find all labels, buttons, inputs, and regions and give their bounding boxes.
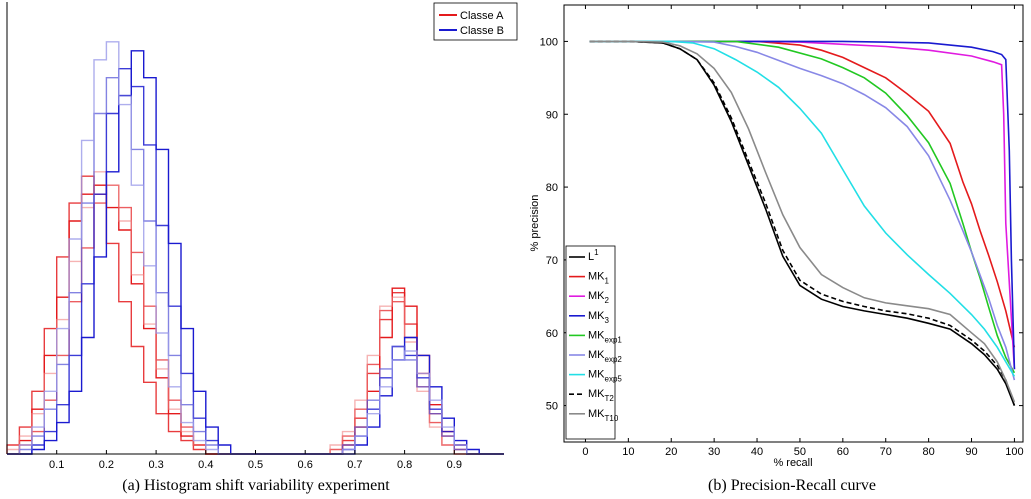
pr-legend-label: MK3 [588,310,610,325]
histogram-tick-label: 0.9 [447,459,462,471]
pr-legend-label-main: MK [588,349,605,361]
pr-legend-label-sub: 2 [605,296,610,305]
precision-recall-chart: 0 10 20 30 40 50 60 70 80 90 100 50 60 70 80 90 100 % re… [529,4,1024,494]
pr-legend-label-sub: exp2 [605,355,623,364]
histogram-tick-label: 0.2 [99,459,114,471]
pr-legend-label-sub: 3 [605,316,610,325]
pr-series-4 [589,40,1016,370]
histogram-chart: 0.1 0.2 0.3 0.4 0.5 0.6 0.7 0.8 0.9 Classe A Cla… [6,2,518,494]
pr-legend-box [565,245,616,440]
legend-box [433,2,518,41]
legend-label-classe-a: Classe A [460,10,504,22]
pr-x-axis-label: % recall [773,457,812,469]
pr-legend-label: MK1 [588,271,610,286]
pr-x-tick-label: 30 [708,446,720,458]
pr-x-tick-label: 90 [965,446,977,458]
pr-legend-label-main: MK [588,290,605,302]
pr-axis-ticks: 0 10 20 30 40 50 60 70 80 90 100 50 60 70 80 90 100 [540,5,1024,458]
histogram-tick-label: 0.5 [248,459,263,471]
pr-y-tick-label: 80 [546,182,558,194]
pr-legend-label-sub: exp1 [605,335,623,344]
histogram-tick-label: 0.3 [148,459,163,471]
pr-plot-frame [563,4,1024,443]
histogram-series-5 [7,50,504,455]
histogram-legend: Classe A Classe B [433,2,518,41]
histogram-caption: (a) Histogram shift variability experime… [122,477,390,494]
pr-legend-label-main: MK [588,369,605,381]
pr-legend-label: MKT2 [588,388,614,403]
pr-legend-label: MK2 [588,290,610,305]
pr-caption: (b) Precision-Recall curve [708,477,876,494]
pr-legend-label-sub: 1 [605,277,610,286]
pr-x-tick-label: 80 [923,446,935,458]
pr-x-tick-label: 100 [1005,446,1023,458]
pr-series-9 [589,40,1016,403]
histogram-tick-label: 0.1 [49,459,64,471]
pr-y-tick-label: 60 [546,328,558,340]
pr-legend-label: MKexp2 [588,349,622,364]
histogram-tick-label: 0.8 [397,459,412,471]
pr-legend-label-main: MK [588,408,605,420]
pr-legend-label-sup: 1 [594,248,599,257]
pr-series-6 [589,40,1016,381]
pr-legend-label-main: MK [588,329,605,341]
histogram-tick-label: 0.6 [298,459,313,471]
pr-x-tick-label: 0 [582,446,588,458]
pr-x-tick-label: 10 [622,446,634,458]
pr-legend-label-sub: T2 [605,394,615,403]
pr-series-group [589,40,1016,406]
pr-legend-label: MKexp5 [588,369,622,384]
pr-y-tick-label: 100 [540,36,558,48]
pr-y-axis-label: % precision [529,195,541,252]
pr-legend-label: MKexp1 [588,329,622,344]
pr-y-tick-label: 50 [546,401,558,413]
pr-legend-label-sub: T10 [605,414,619,423]
pr-legend-label: L1 [588,248,599,263]
pr-series-1 [589,40,1016,406]
pr-x-tick-label: 20 [665,446,677,458]
pr-y-tick-label: 90 [546,109,558,121]
pr-series-5 [589,40,1016,374]
pr-series-7 [589,40,1016,377]
pr-legend-label-main: MK [588,271,605,283]
histogram-tick-label: 0.4 [198,459,213,471]
pr-legend-label-sub: exp5 [605,375,623,384]
pr-x-tick-label: 50 [794,446,806,458]
pr-x-tick-label: 60 [837,446,849,458]
histogram-series-group [6,41,504,455]
histogram-x-ticks: 0.1 0.2 0.3 0.4 0.5 0.6 0.7 0.8 0.9 [49,450,462,471]
pr-x-tick-label: 40 [751,446,763,458]
pr-legend-label: MKT10 [588,408,619,423]
pr-x-tick-label: 70 [880,446,892,458]
legend-label-classe-b: Classe B [460,25,504,37]
pr-series-2 [589,40,1016,348]
pr-legend-label-main: L [588,251,594,263]
pr-series-3 [589,40,1016,370]
pr-legend-label-main: MK [588,310,605,322]
histogram-tick-label: 0.7 [347,459,362,471]
pr-y-tick-label: 70 [546,255,558,267]
pr-series-8 [589,40,1016,406]
pr-legend-label-main: MK [588,388,605,400]
